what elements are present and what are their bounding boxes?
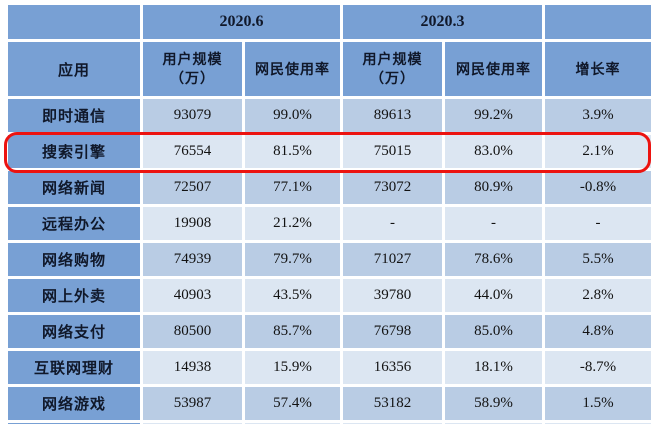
- cell-rate-2020-6: 77.1%: [245, 171, 340, 204]
- table-row-instant-messaging: 即时通信 93079 99.0% 89613 99.2% 3.9%: [8, 99, 651, 132]
- cell-users-2020-3: 75015: [343, 135, 442, 168]
- internet-app-usage-table: 2020.6 2020.3 应用 用户规模 （万） 网民使用率 用户规模 （万）…: [5, 2, 654, 424]
- cell-growth: -8.7%: [545, 351, 651, 384]
- cell-rate-2020-6: 81.5%: [245, 135, 340, 168]
- table-row-remote-work: 远程办公 19908 21.2% - - -: [8, 207, 651, 240]
- cell-app-name: 网络游戏: [8, 387, 140, 420]
- cell-users-2020-3: 39780: [343, 279, 442, 312]
- cell-rate-2020-6: 15.9%: [245, 351, 340, 384]
- corner-blank-cell: [8, 5, 140, 39]
- table-row-online-payment: 网络支付 80500 85.7% 76798 85.0% 4.8%: [8, 315, 651, 348]
- table-row-online-games: 网络游戏 53987 57.4% 53182 58.9% 1.5%: [8, 387, 651, 420]
- corner-blank-cell: [545, 5, 651, 39]
- table-row-online-news: 网络新闻 72507 77.1% 73072 80.9% -0.8%: [8, 171, 651, 204]
- column-header-user-scale-2020-6: 用户规模 （万）: [143, 42, 242, 96]
- cell-rate-2020-6: 21.2%: [245, 207, 340, 240]
- cell-growth: 3.9%: [545, 99, 651, 132]
- cell-rate-2020-3: 78.6%: [445, 243, 542, 276]
- year-group-header-2020-3: 2020.3: [343, 5, 542, 39]
- cell-users-2020-3: 89613: [343, 99, 442, 132]
- cell-growth: 5.5%: [545, 243, 651, 276]
- cell-rate-2020-3: 80.9%: [445, 171, 542, 204]
- cell-users-2020-6: 74939: [143, 243, 242, 276]
- cell-users-2020-3: 71027: [343, 243, 442, 276]
- column-header-growth-rate: 增长率: [545, 42, 651, 96]
- cell-rate-2020-3: 99.2%: [445, 99, 542, 132]
- cell-rate-2020-6: 57.4%: [245, 387, 340, 420]
- cell-growth: 2.1%: [545, 135, 651, 168]
- table-row-search-engine-highlighted: 搜索引擎 76554 81.5% 75015 83.0% 2.1%: [8, 135, 651, 168]
- cell-rate-2020-6: 79.7%: [245, 243, 340, 276]
- cell-users-2020-3: 73072: [343, 171, 442, 204]
- cell-growth: 2.8%: [545, 279, 651, 312]
- cell-app-name: 远程办公: [8, 207, 140, 240]
- cell-app-name: 网络支付: [8, 315, 140, 348]
- cell-growth: -0.8%: [545, 171, 651, 204]
- column-header-row: 应用 用户规模 （万） 网民使用率 用户规模 （万） 网民使用率 增长率: [8, 42, 651, 96]
- cell-app-name: 互联网理财: [8, 351, 140, 384]
- column-header-line: 用户规模: [162, 51, 223, 67]
- cell-rate-2020-3: -: [445, 207, 542, 240]
- cell-app-name: 网上外卖: [8, 279, 140, 312]
- cell-users-2020-6: 93079: [143, 99, 242, 132]
- cell-users-2020-3: 53182: [343, 387, 442, 420]
- cell-app-name: 网络购物: [8, 243, 140, 276]
- cell-app-name: 搜索引擎: [8, 135, 140, 168]
- column-header-line: （万）: [170, 70, 215, 86]
- cell-app-name: 网络新闻: [8, 171, 140, 204]
- cell-growth: 1.5%: [545, 387, 651, 420]
- cell-users-2020-3: -: [343, 207, 442, 240]
- cell-users-2020-6: 76554: [143, 135, 242, 168]
- cell-users-2020-6: 72507: [143, 171, 242, 204]
- year-group-header-row: 2020.6 2020.3: [8, 5, 651, 39]
- column-header-app: 应用: [8, 42, 140, 96]
- cell-users-2020-6: 40903: [143, 279, 242, 312]
- year-group-header-2020-6: 2020.6: [143, 5, 340, 39]
- column-header-usage-rate-2020-3: 网民使用率: [445, 42, 542, 96]
- cell-rate-2020-3: 83.0%: [445, 135, 542, 168]
- cell-rate-2020-3: 85.0%: [445, 315, 542, 348]
- cell-users-2020-3: 16356: [343, 351, 442, 384]
- cell-users-2020-6: 53987: [143, 387, 242, 420]
- table-row-food-delivery: 网上外卖 40903 43.5% 39780 44.0% 2.8%: [8, 279, 651, 312]
- table-row-online-shopping: 网络购物 74939 79.7% 71027 78.6% 5.5%: [8, 243, 651, 276]
- column-header-usage-rate-2020-6: 网民使用率: [245, 42, 340, 96]
- cell-rate-2020-3: 58.9%: [445, 387, 542, 420]
- cell-growth: 4.8%: [545, 315, 651, 348]
- cell-rate-2020-3: 44.0%: [445, 279, 542, 312]
- cell-growth: -: [545, 207, 651, 240]
- cell-users-2020-6: 80500: [143, 315, 242, 348]
- column-header-line: 用户规模: [362, 51, 423, 67]
- cell-users-2020-3: 76798: [343, 315, 442, 348]
- column-header-line: （万）: [370, 70, 415, 86]
- cell-app-name: 即时通信: [8, 99, 140, 132]
- cell-users-2020-6: 14938: [143, 351, 242, 384]
- column-header-user-scale-2020-3: 用户规模 （万）: [343, 42, 442, 96]
- cell-users-2020-6: 19908: [143, 207, 242, 240]
- cell-rate-2020-3: 18.1%: [445, 351, 542, 384]
- cell-rate-2020-6: 43.5%: [245, 279, 340, 312]
- cell-rate-2020-6: 99.0%: [245, 99, 340, 132]
- cell-rate-2020-6: 85.7%: [245, 315, 340, 348]
- table-row-internet-finance: 互联网理财 14938 15.9% 16356 18.1% -8.7%: [8, 351, 651, 384]
